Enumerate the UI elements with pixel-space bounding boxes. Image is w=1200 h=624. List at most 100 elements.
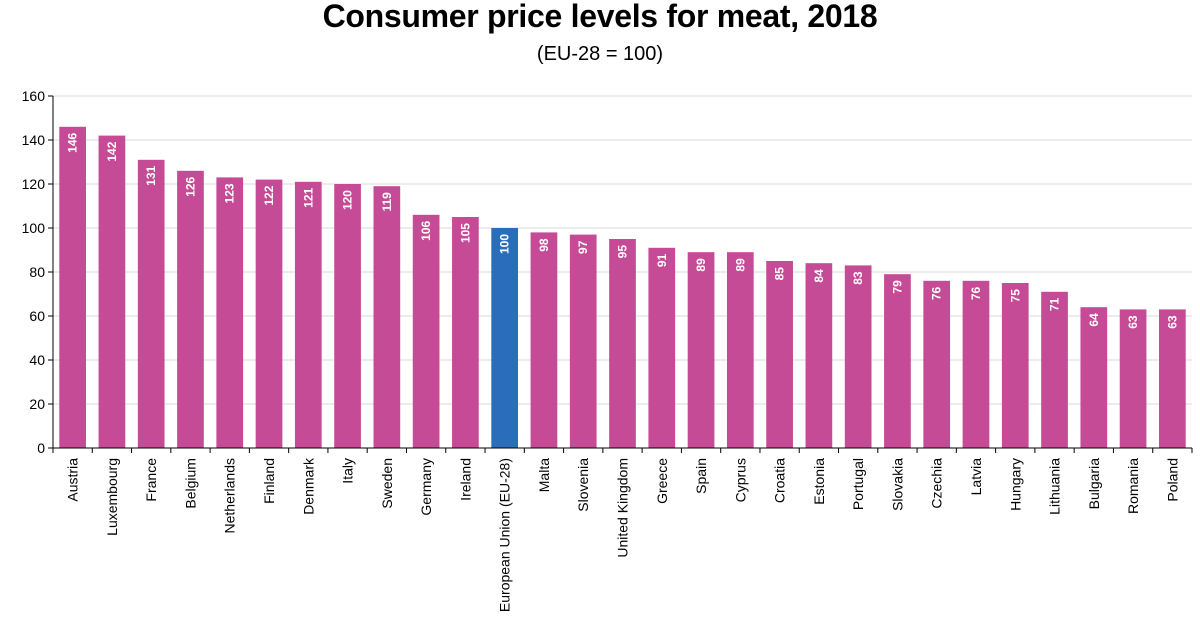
y-tick-label: 0: [37, 440, 45, 456]
y-tick-label: 40: [29, 352, 45, 368]
x-tick-label: Bulgaria: [1086, 458, 1102, 510]
x-tick-label: Luxembourg: [104, 458, 120, 536]
data-label: 89: [733, 258, 747, 272]
x-tick-label: Croatia: [772, 458, 788, 503]
bar: [648, 247, 676, 448]
y-tick-label: 80: [29, 264, 45, 280]
bars: [59, 126, 1186, 449]
x-tick-label: Portugal: [850, 458, 866, 510]
data-label: 105: [458, 223, 472, 243]
bar: [962, 280, 990, 448]
bar: [569, 234, 597, 448]
bar: [334, 184, 361, 448]
data-label: 119: [380, 192, 394, 212]
data-label: 146: [66, 132, 80, 152]
x-tick-label: Greece: [654, 458, 670, 504]
bar: [216, 177, 244, 448]
y-axis: 0 20 40 60 80 100 120 140 160: [22, 88, 54, 456]
x-tick-label: Germany: [418, 458, 434, 516]
bar: [137, 159, 165, 449]
data-labels: 146 142 131 126 123 122 121 120 119 106 105 100 98 97…: [66, 132, 1180, 328]
data-label: 63: [1126, 315, 1140, 329]
bar: [805, 263, 833, 448]
bar: [726, 252, 754, 448]
x-tick-label: Netherlands: [222, 458, 238, 534]
data-label: 64: [1087, 313, 1101, 327]
data-label: 71: [1048, 297, 1062, 311]
x-tick-label: Estonia: [811, 458, 827, 505]
data-label: 85: [773, 267, 787, 281]
data-label: 142: [105, 141, 119, 161]
data-label: 91: [655, 253, 669, 267]
chart-subtitle: (EU-28 = 100): [536, 43, 664, 65]
bar: [294, 181, 322, 449]
data-label: 126: [183, 176, 197, 196]
bar: [1001, 283, 1029, 448]
bar: [1119, 309, 1147, 448]
y-tick-label: 140: [22, 132, 46, 148]
x-tick-label: Sweden: [379, 458, 395, 509]
x-tick-label: Latvia: [968, 458, 984, 496]
x-tick-label: Ireland: [457, 458, 473, 501]
data-label: 120: [341, 190, 355, 210]
x-tick-label: Malta: [536, 458, 552, 492]
x-tick-label: Finland: [261, 458, 277, 504]
data-label: 97: [576, 240, 590, 254]
data-label: 89: [694, 258, 708, 272]
data-label: 121: [301, 187, 315, 207]
data-label: 79: [890, 280, 904, 294]
y-tick-label: 60: [29, 308, 45, 324]
bar: [491, 228, 519, 448]
x-tick-label: Lithuania: [1047, 458, 1063, 515]
x-tick-label: France: [143, 458, 159, 502]
x-tick-label: Poland: [1164, 458, 1180, 502]
bar: [255, 179, 283, 448]
bar: [1080, 307, 1108, 448]
data-label: 76: [969, 286, 983, 300]
chart-title: Consumer price levels for meat, 2018: [322, 0, 878, 34]
y-tick-label: 20: [29, 396, 45, 412]
x-tick-label: Hungary: [1007, 458, 1023, 511]
y-tick-label: 100: [22, 220, 46, 236]
bar: [766, 261, 793, 448]
x-axis: Austria Luxembourg France Belgium Netherland…: [52, 447, 1193, 612]
data-label: 95: [616, 245, 630, 259]
data-label: 75: [1008, 289, 1022, 303]
bar: [609, 239, 636, 448]
x-tick-label: Slovenia: [575, 458, 591, 512]
data-label: 98: [537, 238, 551, 252]
bar: [530, 232, 558, 448]
bar: [177, 170, 204, 449]
x-tick-label: Romania: [1125, 458, 1141, 514]
x-tick-label: Spain: [693, 458, 709, 494]
x-tick-label: Austria: [65, 458, 81, 502]
x-tick-label: Belgium: [182, 458, 198, 509]
x-tick-label: Czechia: [929, 458, 945, 509]
bar: [923, 280, 951, 448]
y-tick-label: 120: [22, 176, 46, 192]
bar: [1159, 309, 1186, 448]
data-label: 122: [262, 185, 276, 205]
x-tick-label: Slovakia: [889, 458, 905, 511]
bar: [1041, 291, 1068, 448]
data-label: 83: [851, 271, 865, 285]
x-tick-label: Denmark: [300, 457, 316, 515]
data-label: 63: [1165, 315, 1179, 329]
bar: [687, 252, 715, 448]
bar: [452, 217, 479, 448]
data-label: 106: [419, 220, 433, 240]
x-tick-label: Italy: [340, 458, 356, 484]
y-tick-label: 160: [22, 88, 46, 104]
x-tick-label: Cyprus: [732, 458, 748, 502]
data-label: 131: [144, 165, 158, 185]
data-label: 100: [498, 234, 512, 254]
bar: [412, 214, 440, 448]
bar: [98, 135, 126, 448]
bar: [373, 186, 401, 448]
bar: [844, 265, 872, 448]
data-label: 84: [812, 269, 826, 283]
x-tick-label: European Union (EU-28): [497, 458, 513, 612]
data-label: 123: [223, 183, 237, 203]
data-label: 76: [930, 286, 944, 300]
bar: [884, 274, 911, 448]
